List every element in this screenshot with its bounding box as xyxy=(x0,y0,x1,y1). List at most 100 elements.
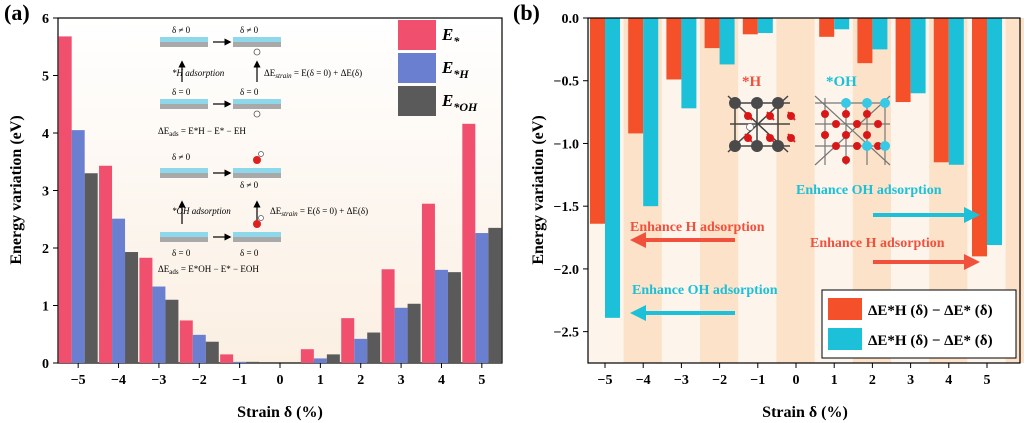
legend-swatch-eh xyxy=(398,53,436,83)
x-tick-label-b-10: 5 xyxy=(984,373,991,388)
inset-h-adsorption: *H adsorption xyxy=(172,68,225,78)
panel-a-xlabel: Strain δ (%) xyxy=(237,404,323,421)
y-tick-label-a-4: 4 xyxy=(42,127,49,142)
bar-a-2-4 xyxy=(246,361,260,363)
bar-b-1-8 xyxy=(910,18,926,94)
panel-a-ticks: −5 −4 −3 −2 −1 0 1 2 3 4 5 0 1 2 3 4 5 6 xyxy=(42,12,485,388)
x-tick-label-a-4: −1 xyxy=(232,373,247,388)
legend-label-e: E* xyxy=(441,25,460,48)
inset-ads-oh-eq: ΔEads = E*OH − E* − EOH xyxy=(158,264,259,276)
bar-a-0-6 xyxy=(300,349,314,363)
inset-ads-h-eq: ΔEads = E*H − E* − EH xyxy=(158,126,246,138)
legend-label-oh: ΔE*H (δ) − ΔE* (δ) xyxy=(868,333,993,349)
bar-b-0-7 xyxy=(857,18,873,64)
panel-b-xlabel: Strain δ (%) xyxy=(762,404,848,421)
bar-a-1-2 xyxy=(152,286,166,363)
bar-a-2-1 xyxy=(125,252,139,363)
bar-b-1-3 xyxy=(719,18,735,65)
h-atom-icon-2 xyxy=(253,110,261,118)
y-tick-label-b-3: −1.5 xyxy=(554,200,579,215)
bar-b-1-10 xyxy=(987,18,1002,246)
inset-delta-ne-1: δ ≠ 0 xyxy=(172,25,191,35)
y-tick-label-a-2: 2 xyxy=(42,242,49,257)
bar-a-0-1 xyxy=(99,165,113,363)
x-tick-label-b-7: 2 xyxy=(869,373,876,388)
y-tick-label-b-4: −2.0 xyxy=(554,263,579,278)
legend-swatch-eoh xyxy=(398,86,436,116)
bar-b-0-6 xyxy=(819,18,835,37)
bar-a-1-9 xyxy=(434,269,448,363)
h-structure-label: *H xyxy=(742,74,762,90)
legend-swatch-h xyxy=(828,298,862,320)
panel-b-ticks: −5 −4 −3 −2 −1 0 1 2 3 4 5 0.0 −0.5 −1.0 −1.5 −2.0 −2.5 xyxy=(554,12,991,388)
x-tick-label-a-8: 3 xyxy=(398,373,405,388)
bar-b-1-0 xyxy=(605,18,620,318)
bar-a-1-7 xyxy=(354,338,368,363)
h-atom-icon-4 xyxy=(258,215,264,221)
bar-a-0-9 xyxy=(421,203,435,363)
bar-b-1-4 xyxy=(757,18,773,34)
x-tick-label-b-6: 1 xyxy=(831,373,838,388)
inset-delta-eq-4: δ = 0 xyxy=(240,248,259,258)
annotation-enhance-oh-left: Enhance OH adsorption xyxy=(632,283,778,298)
bar-b-0-0 xyxy=(590,18,605,224)
bar-a-2-0 xyxy=(84,173,98,363)
y-tick-label-a-3: 3 xyxy=(42,185,49,200)
panel-a-bars xyxy=(58,36,502,364)
panel-b-legend: ΔE*H (δ) − ΔE* (δ) ΔE*H (δ) − ΔE* (δ) xyxy=(821,289,1017,359)
panel-b-chart: *H *OH Enhance H adsorption Enhance OH a… xyxy=(530,12,1024,421)
panel-a-schematic-inset: δ ≠ 0 δ ≠ 0 *H adsorption ΔEstrain = E(δ… xyxy=(158,25,368,276)
x-tick-label-b-2: −3 xyxy=(674,373,689,388)
panel-b-plot-frame xyxy=(587,17,1021,364)
legend-label-eoh: E*OH xyxy=(441,91,478,114)
inset-delta-eq-1: δ = 0 xyxy=(172,87,191,97)
bar-a-2-10 xyxy=(488,227,502,363)
bar-a-0-3 xyxy=(179,320,193,363)
panel-b-label: (b) xyxy=(513,0,540,25)
bar-b-1-9 xyxy=(948,18,964,165)
y-tick-label-a-1: 1 xyxy=(42,300,49,315)
inset-delta-ne-2: δ ≠ 0 xyxy=(240,25,259,35)
annotation-enhance-h-right: Enhance H adsorption xyxy=(810,236,945,251)
panel-a-chart: −5 −4 −3 −2 −1 0 1 2 3 4 5 0 1 2 3 4 5 6 Strain δ (%) Ene… xyxy=(8,12,503,421)
bar-a-0-7 xyxy=(341,318,355,363)
inset-delta-eq-2: δ = 0 xyxy=(240,87,259,97)
panel-b-ylabel: Energy variation (eV) xyxy=(530,115,547,264)
y-tick-label-b-2: −1.0 xyxy=(554,137,579,152)
bar-a-1-8 xyxy=(394,307,408,363)
inset-delta-ne-4: δ ≠ 0 xyxy=(240,180,259,190)
x-tick-label-b-3: −2 xyxy=(712,373,727,388)
x-tick-label-a-6: 1 xyxy=(317,373,324,388)
x-tick-label-a-1: −4 xyxy=(111,373,126,388)
bar-b-1-1 xyxy=(643,18,659,207)
x-tick-label-a-2: −3 xyxy=(151,373,166,388)
legend-swatch-e xyxy=(398,20,436,50)
band-b-2 xyxy=(700,18,739,363)
inset-oh-adsorption: *OH adsorption xyxy=(172,206,231,216)
x-tick-label-b-5: 0 xyxy=(793,373,800,388)
annotation-enhance-oh-right: Enhance OH adsorption xyxy=(796,183,942,198)
panel-a-legend: E* E*H E*OH xyxy=(398,20,478,116)
x-tick-label-b-8: 3 xyxy=(907,373,914,388)
x-tick-label-b-9: 4 xyxy=(945,373,952,388)
x-tick-label-a-5: 0 xyxy=(277,373,284,388)
bar-b-1-2 xyxy=(681,18,697,109)
x-tick-label-b-4: −1 xyxy=(750,373,765,388)
bar-b-1-7 xyxy=(872,18,888,50)
inset-strain-eq-1: ΔEstrain = E(δ = 0) + ΔE(δ) xyxy=(264,68,362,80)
slab-oh-top-left xyxy=(160,168,208,178)
bar-a-2-8 xyxy=(407,303,421,363)
o-atom-icon-2 xyxy=(253,220,261,228)
x-tick-label-b-0: −5 xyxy=(598,373,613,388)
bar-b-0-9 xyxy=(933,18,949,163)
h-atom-icon-3 xyxy=(258,151,264,157)
h-atom-icon xyxy=(253,48,261,56)
inset-delta-ne-3: δ ≠ 0 xyxy=(172,152,191,162)
bar-a-0-8 xyxy=(381,269,395,363)
bar-a-0-2 xyxy=(139,257,153,363)
bar-a-2-2 xyxy=(165,299,179,363)
bar-a-0-0 xyxy=(58,36,72,364)
slab-top-left xyxy=(160,37,208,47)
bar-a-1-3 xyxy=(192,334,206,363)
